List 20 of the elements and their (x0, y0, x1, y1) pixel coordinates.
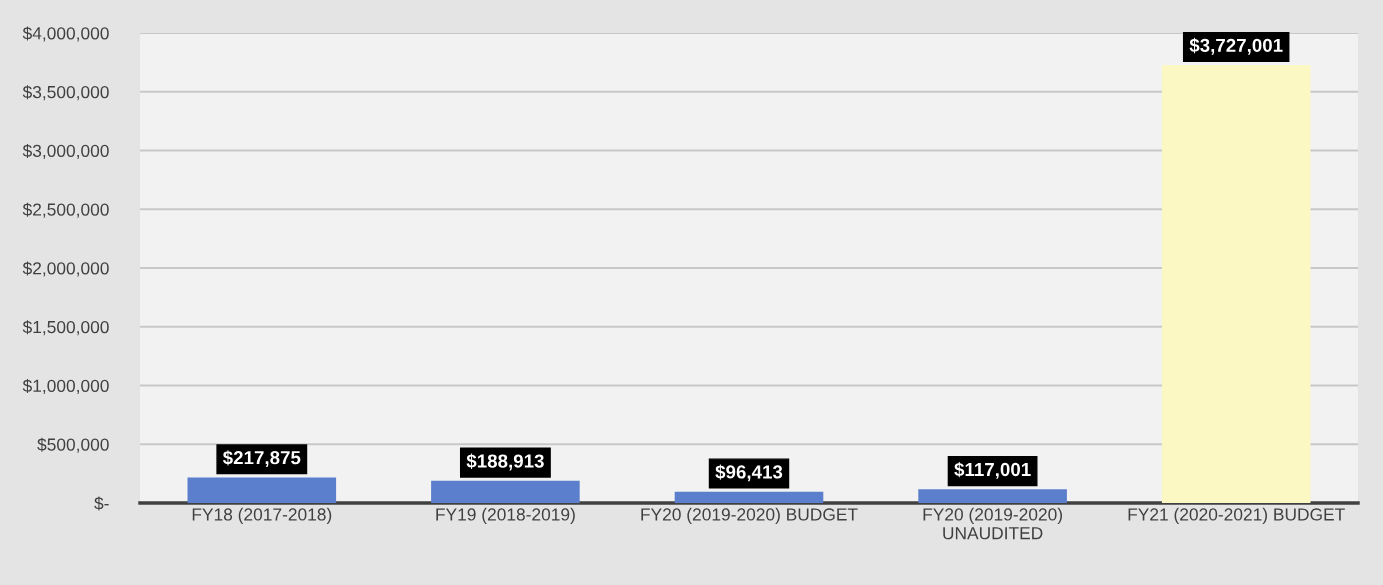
y-tick-label: $2,500,000 (22, 202, 109, 218)
y-tick-label: $2,000,000 (22, 261, 109, 277)
y-tick-label: $3,500,000 (22, 85, 109, 101)
data-label: $3,727,001 (1189, 37, 1283, 55)
x-tick-label: FY20 (2019-2020) UNAUDITED (923, 507, 1062, 540)
bar (1161, 65, 1311, 503)
x-tick-label: FY21 (2020-2021) BUDGET (1128, 507, 1345, 525)
x-tick-label: FY19 (2018-2019) (436, 507, 575, 525)
data-label: $188,913 (466, 453, 544, 471)
data-label: $117,001 (954, 462, 1031, 479)
data-label: $217,875 (222, 450, 301, 468)
y-tick-label: $1,500,000 (22, 320, 109, 336)
y-tick-label: $- (94, 496, 109, 511)
y-tick-label: $500,000 (37, 437, 109, 453)
y-tick-label: $3,000,000 (22, 143, 109, 160)
y-tick-label: $1,000,000 (22, 378, 109, 395)
x-tick-label: FY18 (2017-2018) (192, 507, 332, 525)
data-label: $96,413 (715, 464, 783, 482)
y-tick-label: $4,000,000 (22, 26, 109, 42)
x-tick-label: FY20 (2019-2020) BUDGET (641, 507, 858, 525)
